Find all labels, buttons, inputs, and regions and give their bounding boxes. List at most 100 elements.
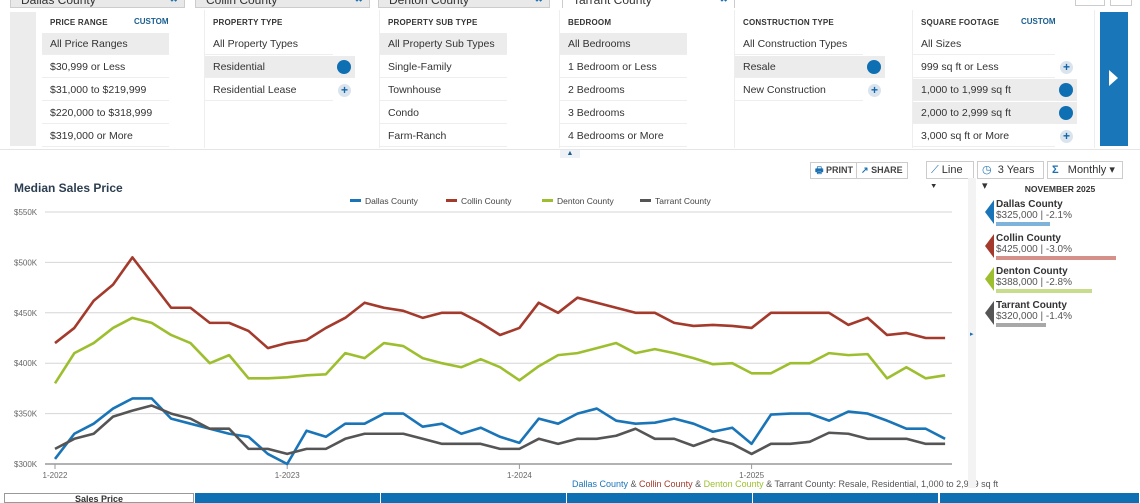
chart-title: Median Sales Price [14,181,123,195]
filter-option[interactable]: New Construction [735,79,863,101]
share-icon: ↗ [861,165,869,175]
filter-option[interactable]: 2,000 to 2,999 sq ft [913,102,1055,124]
filter-option[interactable]: Resale [735,56,863,78]
filter-panel: PRICE RANGE CUSTOM All Price Ranges $30,999… [0,10,1140,158]
side-legend-item[interactable]: Tarrant County $320,000 | -1.4% [985,300,1135,327]
county-tab[interactable]: Collin County✖ [195,0,370,8]
x-tick-label: 1-2022 [43,471,68,480]
filter-option[interactable]: Residential [205,56,333,78]
filter-property-sub-type: PROPERTY SUB TYPE All Property Sub Types S… [380,10,560,148]
filter-option[interactable]: 1,000 to 1,999 sq ft [913,79,1055,101]
filter-next-button[interactable] [1100,12,1128,146]
side-legend-item[interactable]: Denton County $388,000 | -2.8% [985,266,1135,293]
x-tick-label: 1-2023 [275,471,300,480]
filter-option[interactable]: 1 Bedroom or Less [560,56,687,78]
x-tick-label: 1-2025 [739,471,764,480]
value-bar [996,222,1050,226]
filter-square-footage: SQUARE FOOTAGE CUSTOM All Sizes 999 sq ft o… [913,10,1095,148]
print-button[interactable]: 🖶 PRINT [810,162,859,179]
selected-dot-icon[interactable] [1059,106,1073,120]
y-tick-label: $300K [14,460,38,469]
period-select[interactable]: ◷ 3 Years ▾ [977,161,1044,192]
series-line-denton-county [53,316,946,385]
printer-icon: 🖶 [815,165,824,175]
legend-swatch [640,199,651,202]
metric-tab[interactable] [195,493,381,503]
collapse-filters-button[interactable]: ▲ [560,150,580,158]
series-line-dallas-county [53,397,946,466]
filter-option[interactable]: $220,000 to $318,999 [42,102,169,124]
metric-tab[interactable] [381,493,567,503]
chart-type-select[interactable]: ⟋ Line ▾ [926,161,974,192]
plus-icon[interactable]: + [1060,61,1073,74]
filter-option[interactable]: 4 Bedrooms or More [560,125,687,147]
filter-option[interactable]: Condo [380,102,507,124]
legend-label: Dallas County [365,196,419,206]
filter-option[interactable]: Townhouse [380,79,507,101]
custom-button[interactable]: CUSTOM [134,17,169,26]
menu-button[interactable] [1110,0,1132,6]
filter-price-range: PRICE RANGE CUSTOM All Price Ranges $30,999… [42,10,205,148]
value-bar [996,322,1047,327]
legend-swatch [446,199,457,202]
side-divider[interactable]: ▸ [968,178,976,488]
filter-bedroom: BEDROOM All Bedrooms 1 Bedroom or Less 2 Be… [560,10,735,148]
selected-dot-icon[interactable] [867,60,881,74]
plus-icon[interactable]: + [338,84,351,97]
share-button[interactable]: ↗ SHARE [856,162,908,179]
custom-button[interactable]: CUSTOM [1021,17,1056,26]
filter-option[interactable]: All Property Sub Types [380,33,507,55]
tab-sales-price[interactable]: Sales Price [4,493,194,503]
y-tick-label: $500K [14,258,38,267]
legend-swatch [542,199,553,202]
filter-option[interactable]: Residential Lease [205,79,333,101]
pin-icon[interactable]: ✖ [170,0,178,7]
county-tab[interactable]: Dallas County✖ [10,0,185,8]
filter-left-handle[interactable] [10,12,36,146]
filter-option[interactable]: 2 Bedrooms [560,79,687,101]
series-line-tarrant-county [54,404,946,456]
filter-option[interactable]: All Bedrooms [560,33,687,55]
side-legend-item[interactable]: Collin County $425,000 | -3.0% [985,233,1135,260]
metric-tab[interactable] [940,493,1140,503]
interval-select[interactable]: Σ Monthly ▾ [1047,161,1123,179]
metric-tab[interactable] [567,493,753,503]
arrow-left-icon [985,200,994,224]
filter-option[interactable]: $319,000 or More [42,125,169,147]
sigma-icon: Σ [1052,164,1059,176]
filter-construction-type: CONSTRUCTION TYPE All Construction Types R… [735,10,913,148]
filter-option[interactable]: Single-Family [380,56,507,78]
pin-icon[interactable]: ✖ [355,0,363,7]
filter-option[interactable]: $31,000 to $219,999 [42,79,169,101]
pin-icon[interactable]: ✖ [720,0,728,7]
selected-dot-icon[interactable] [1059,83,1073,97]
county-tab[interactable]: Tarrant County✖ [562,0,735,8]
metric-tab[interactable] [753,493,939,503]
filter-option[interactable]: 999 sq ft or Less [913,56,1055,78]
filter-option[interactable]: $30,999 or Less [42,56,169,78]
filter-option[interactable]: All Price Ranges [42,33,169,55]
clock-icon: ◷ [982,164,992,176]
line-chart: $300K $350K $400K $450K $500K $550K 1-2022 1-20… [14,196,952,480]
filter-option[interactable]: 3 Bedrooms [560,102,687,124]
y-tick-label: $400K [14,359,38,368]
legend-label: Tarrant County [655,196,711,206]
selected-dot-icon[interactable] [337,60,351,74]
side-legend-item[interactable]: Dallas County $325,000 | -2.1% [985,199,1135,226]
filter-option[interactable]: 3,000 sq ft or More [913,125,1055,147]
layout-button[interactable] [1075,0,1105,6]
plus-icon[interactable]: + [868,84,881,97]
legend-label: Denton County [557,196,614,206]
pin-icon[interactable]: ✖ [535,0,543,7]
arrow-left-icon [985,267,994,291]
county-tab[interactable]: Denton County✖ [378,0,550,8]
plus-icon[interactable]: + [1060,130,1073,143]
legend-swatch [350,199,361,202]
filter-option[interactable]: All Sizes [913,33,1055,55]
filter-option[interactable]: All Property Types [205,33,333,55]
x-tick-label: 1-2024 [507,471,532,480]
filter-option[interactable]: Farm-Ranch [380,125,507,147]
value-bar [996,289,1092,293]
arrow-left-icon [985,233,994,258]
filter-option[interactable]: All Construction Types [735,33,863,55]
